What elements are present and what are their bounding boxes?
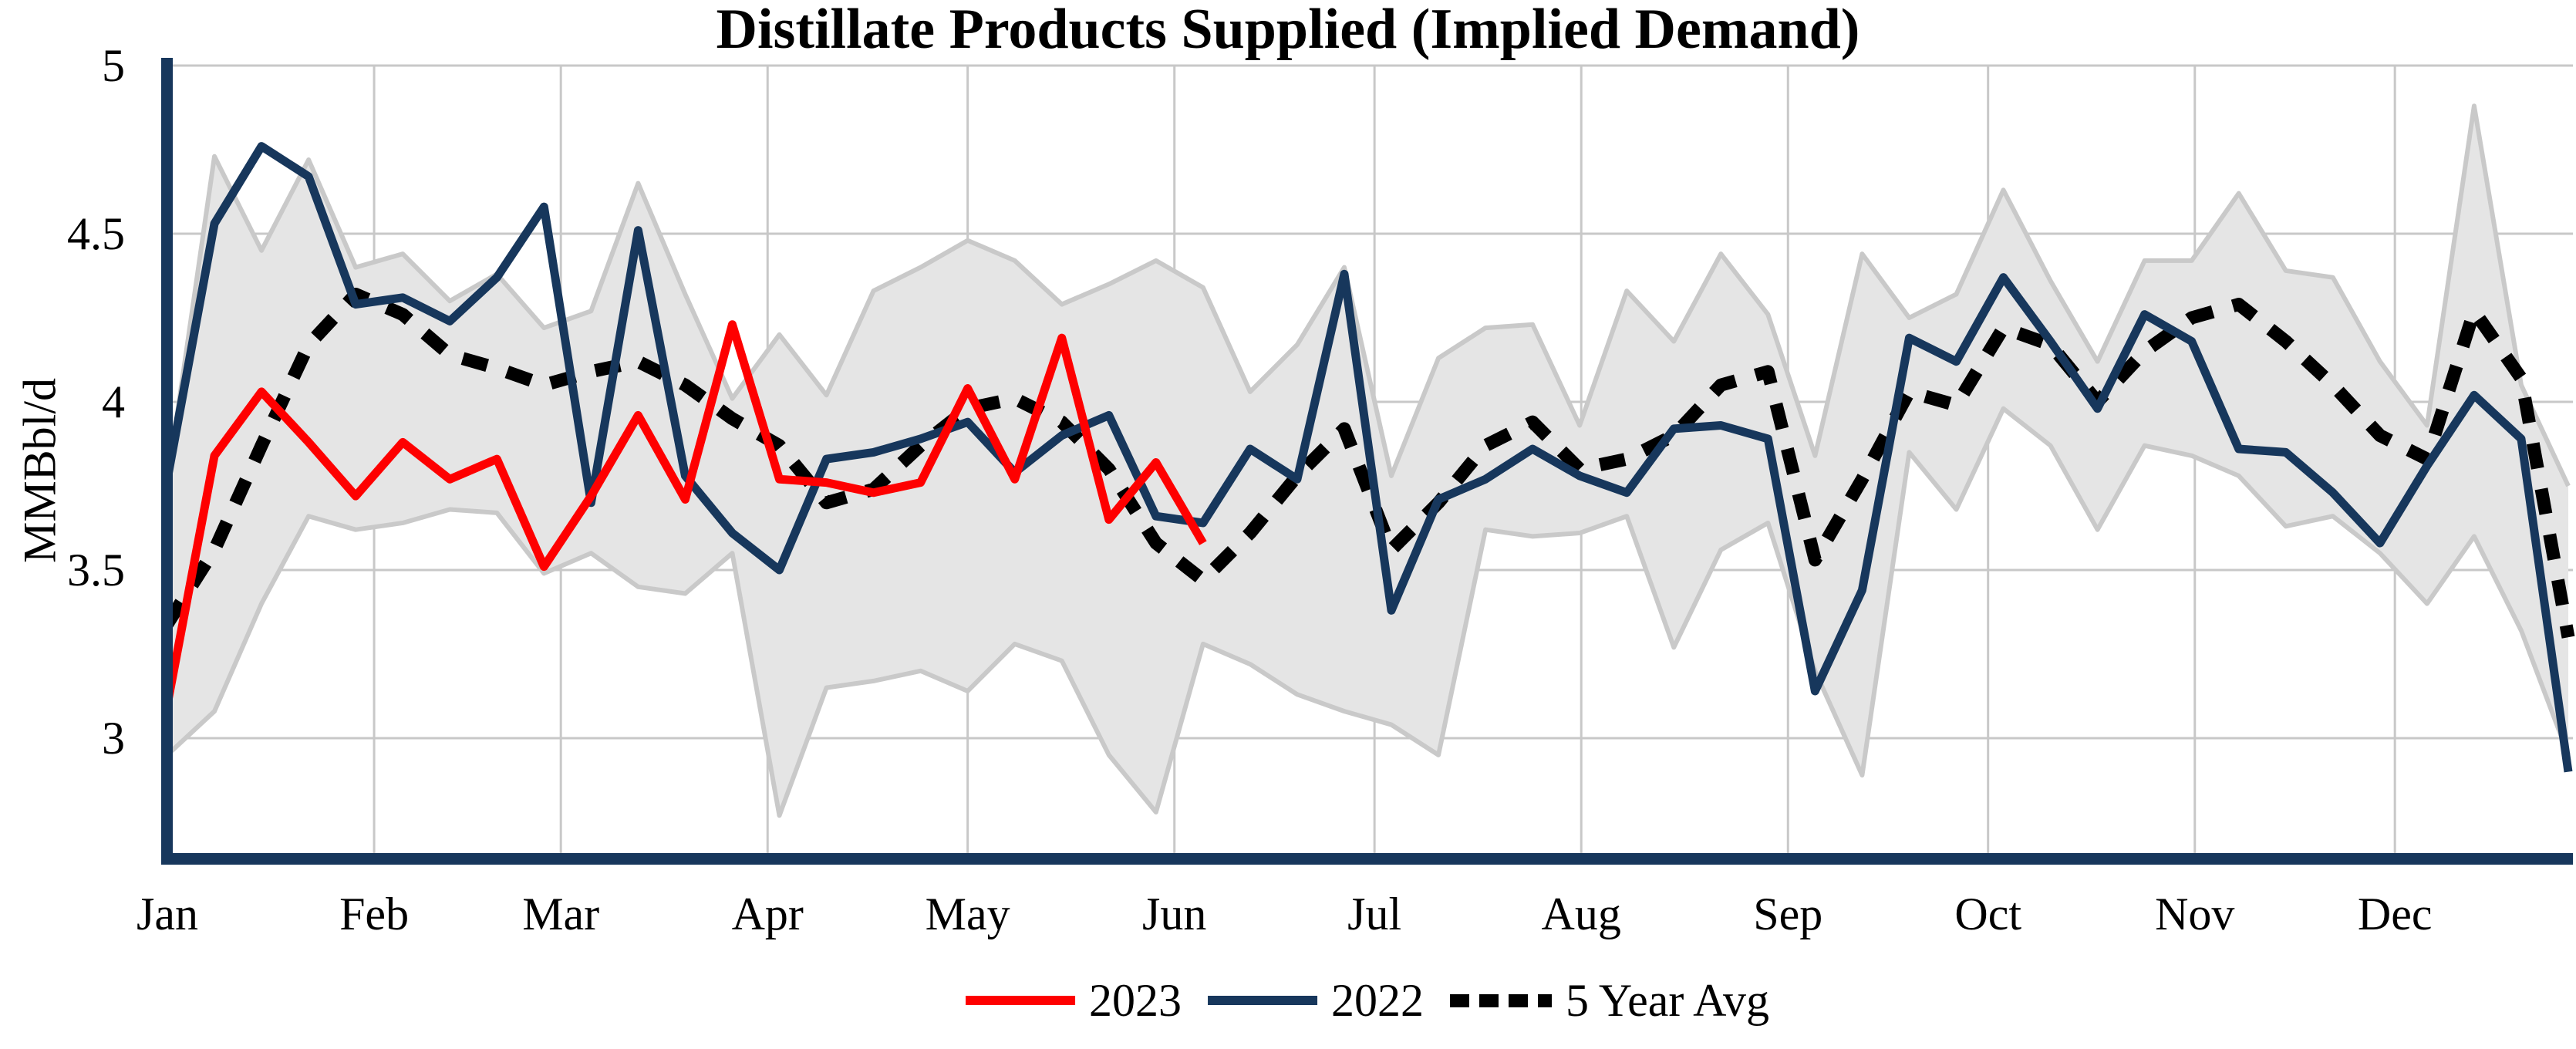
- legend-label-5yr-avg: 5 Year Avg: [1566, 975, 1769, 1026]
- x-month-label: Aug: [1542, 889, 1621, 939]
- x-axis-spine: [161, 853, 2573, 865]
- x-month-labels: Jan Feb Mar Apr May Jun Jul Aug Sep Oct Nov Dec: [137, 889, 2432, 939]
- legend-item-2022: 2022: [1208, 973, 1424, 1027]
- x-month-label: Mar: [522, 889, 599, 939]
- chart-title: Distillate Products Supplied (Implied De…: [716, 0, 1860, 61]
- y-tick-label: 5: [102, 40, 125, 91]
- series-2023: [163, 320, 1207, 706]
- x-month-label: Sep: [1753, 889, 1822, 939]
- x-month-label: Jan: [137, 889, 198, 939]
- x-month-label: Jun: [1142, 889, 1206, 939]
- x-month-label: Dec: [2358, 889, 2433, 939]
- x-month-label: May: [926, 889, 1010, 939]
- legend-swatch-5yr-avg: [1450, 993, 1553, 1007]
- x-month-label: Oct: [1954, 889, 2021, 939]
- legend-item-2023: 2023: [966, 973, 1182, 1027]
- legend-label-2022: 2022: [1331, 975, 1425, 1026]
- y-axis-label: MMBbl/d: [14, 377, 66, 564]
- legend-item-5yr-avg: 5 Year Avg: [1450, 973, 1769, 1027]
- axes: [161, 58, 2573, 865]
- legend-label-2023: 2023: [1089, 975, 1182, 1026]
- x-month-label: Feb: [339, 889, 409, 939]
- y-tick-labels: 5 4.5 4 3.5 3: [67, 40, 125, 764]
- y-axis-spine: [161, 58, 173, 864]
- series-2022: [163, 142, 2573, 773]
- x-month-label: Apr: [732, 889, 804, 939]
- x-month-label: Jul: [1347, 889, 1401, 939]
- y-tick-label: 4: [102, 376, 125, 427]
- x-month-label: Nov: [2155, 889, 2234, 939]
- legend-swatch-2023: [966, 996, 1076, 1005]
- y-tick-label: 4.5: [67, 208, 125, 259]
- y-tick-label: 3.5: [67, 545, 125, 595]
- y-tick-label: 3: [102, 713, 125, 764]
- legend: 2023 2022 5 Year Avg: [966, 973, 1769, 1027]
- legend-swatch-2022: [1208, 996, 1318, 1005]
